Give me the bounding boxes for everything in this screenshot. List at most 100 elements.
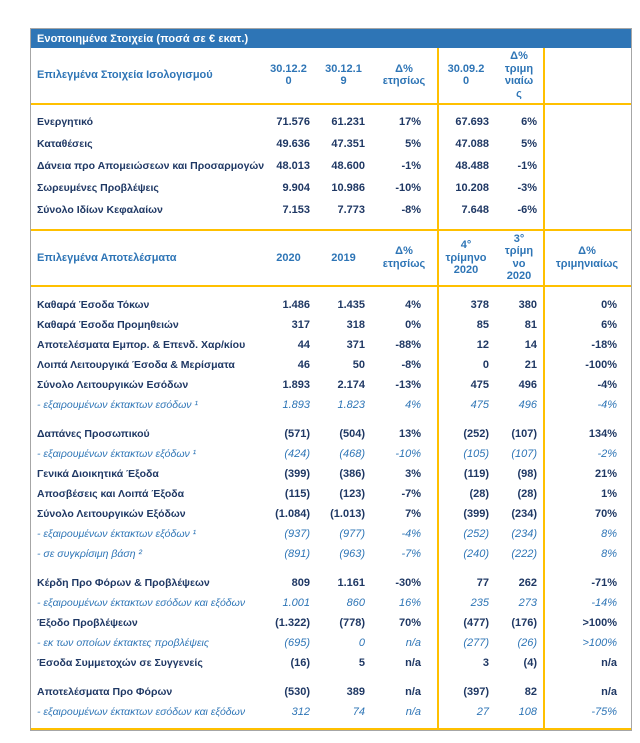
row-value: 0	[358, 637, 365, 650]
row-label: - εξαιρουμένων έκτακτων εσόδων και εξόδω…	[37, 597, 246, 610]
row-value: (695)	[284, 637, 310, 650]
row-value: 47.088	[455, 137, 489, 150]
row-value: 77	[476, 577, 489, 590]
row-value: 317	[291, 319, 310, 332]
column-header-30-09-20: 30.09.20	[447, 62, 485, 88]
row-value: 1.161	[337, 577, 365, 590]
row-value: 134%	[588, 428, 617, 441]
row-value: (778)	[339, 617, 365, 630]
row-value: 70%	[398, 617, 421, 630]
row-value: (386)	[339, 468, 365, 481]
balance-sheet-header-row: Επιλεγμένα Στοιχεία Ισολογισμού 30.12.20…	[31, 48, 631, 105]
table-row: - εξαιρουμένων έκτακτων εξόδων ¹ (424) (46…	[31, 444, 631, 464]
row-value: >100%	[582, 637, 617, 650]
row-value: 71.576	[276, 115, 310, 128]
row-value: -2%	[597, 448, 617, 461]
row-value: 47.351	[331, 137, 365, 150]
table-row: - εξαιρουμένων έκτακτων εσόδων ¹ 1.893 1.8…	[31, 395, 631, 415]
column-header-delta-yoy: Δ% ετησίως	[382, 245, 426, 270]
row-value: (399)	[284, 468, 310, 481]
row-value: (98)	[517, 468, 537, 481]
table-row: Σύνολο Λειτουργικών Εξόδων (1.084) (1.013)…	[31, 504, 631, 524]
row-value: -6%	[517, 203, 537, 216]
row-value: 235	[470, 597, 489, 610]
row-label: Δάνεια προ Απομειώσεων και Προσαρμογών	[37, 159, 265, 172]
row-value: -100%	[585, 359, 617, 372]
row-value: 7.648	[461, 203, 489, 216]
row-value: 262	[518, 577, 537, 590]
row-label: Σωρευμένες Προβλέψεις	[37, 181, 159, 194]
table-row: - εξαιρουμένων έκτακτων εξόδων ¹ (937) (97…	[31, 524, 631, 544]
row-value: -1%	[401, 159, 421, 172]
row-value: 1.435	[337, 299, 365, 312]
row-value: (26)	[517, 637, 537, 650]
row-value: 1.001	[282, 597, 310, 610]
row-value: -4%	[597, 399, 617, 412]
row-value: n/a	[405, 686, 421, 699]
column-header-q3-2020: 3° τρίμηνο 2020	[504, 232, 534, 283]
row-value: (571)	[284, 428, 310, 441]
table-row: Καθαρά Έσοδα Τόκων 1.486 1.435 4% 378 380 0%	[31, 295, 631, 315]
row-label: Σύνολο Ιδίων Κεφαλαίων	[37, 203, 163, 216]
row-label: Κέρδη Προ Φόρων & Προβλέψεων	[37, 577, 210, 590]
row-value: 10.208	[455, 181, 489, 194]
table-row: Έσοδα Συμμετοχών σε Συγγενείς (16) 5 n/a 3 (4…	[31, 653, 631, 673]
row-label: - εξαιρουμένων έκτακτων εσόδων ¹	[37, 399, 198, 412]
row-value: (397)	[463, 686, 489, 699]
column-header-q4-2020: 4° τρίμηνο 2020	[445, 238, 487, 277]
table-row: Καθαρά Έσοδα Προμηθειών 317 318 0% 85 81 6%	[31, 315, 631, 335]
row-value: n/a	[405, 637, 421, 650]
row-value: (891)	[284, 548, 310, 561]
row-value: 74	[352, 706, 365, 719]
table-row: Σύνολο Ιδίων Κεφαλαίων 7.153 7.773 -8% 7.648…	[31, 199, 631, 221]
row-value: 70%	[594, 508, 617, 521]
table-content: Επιλεγμένα Στοιχεία Ισολογισμού 30.12.20…	[31, 48, 631, 731]
row-value: -1%	[517, 159, 537, 172]
row-value: 496	[518, 379, 537, 392]
row-value: 10.986	[331, 181, 365, 194]
row-value: (222)	[511, 548, 537, 561]
row-value: 21	[524, 359, 537, 372]
row-value: (16)	[290, 657, 310, 670]
column-header-30-12-19: 30.12.19	[325, 62, 362, 88]
row-value: 475	[470, 399, 489, 412]
results-section-title: Επιλεγμένα Αποτελέσματα	[37, 251, 177, 264]
row-value: (1.013)	[330, 508, 365, 521]
row-value: 6%	[521, 115, 537, 128]
row-value: 1.893	[282, 399, 310, 412]
row-value: 378	[470, 299, 489, 312]
spacer-row	[31, 415, 631, 424]
row-value: 27	[476, 706, 489, 719]
row-value: 3%	[405, 468, 421, 481]
row-value: 1.823	[337, 399, 365, 412]
balance-sheet-section-title: Επιλεγμένα Στοιχεία Ισολογισμού	[37, 69, 213, 82]
row-label: - εξαιρουμένων έκτακτων εξόδων ¹	[37, 448, 197, 461]
column-header-delta-qoq: Δ% τριμηνιαίως	[504, 50, 534, 100]
row-value: 5%	[521, 137, 537, 150]
row-value: (424)	[284, 448, 310, 461]
table-row: - σε συγκρίσιμη βάση ² (891) (963) -7% (240)…	[31, 544, 631, 564]
table-row: Λοιπά Λειτουργικά Έσοδα & Μερίσματα 46 50 -…	[31, 355, 631, 375]
row-value: 371	[346, 339, 365, 352]
row-value: 380	[518, 299, 537, 312]
row-value: -10%	[395, 181, 421, 194]
row-value: -3%	[517, 181, 537, 194]
row-value: (234)	[511, 508, 537, 521]
table-row: Ενεργητικό 71.576 61.231 17% 67.693 6%	[31, 111, 631, 133]
row-value: (399)	[463, 508, 489, 521]
row-value: 44	[297, 339, 310, 352]
row-label: Αποτελέσματα Προ Φόρων	[37, 686, 173, 699]
table-row: Καταθέσεις 49.636 47.351 5% 47.088 5%	[31, 133, 631, 155]
row-value: (977)	[339, 528, 365, 541]
row-value: 2.174	[337, 379, 365, 392]
results-header-row: Επιλεγμένα Αποτελέσματα 2020 2019 Δ% ετη…	[31, 228, 631, 288]
row-value: n/a	[405, 657, 421, 670]
row-value: -8%	[401, 359, 421, 372]
row-value: 7.153	[282, 203, 310, 216]
row-value: 0	[482, 359, 489, 372]
row-label: - εκ των οποίων έκτακτες προβλέψεις	[37, 637, 209, 650]
row-value: -18%	[591, 339, 617, 352]
row-value: 48.488	[455, 159, 489, 172]
table-row: Δάνεια προ Απομειώσεων και Προσαρμογών 48…	[31, 155, 631, 177]
